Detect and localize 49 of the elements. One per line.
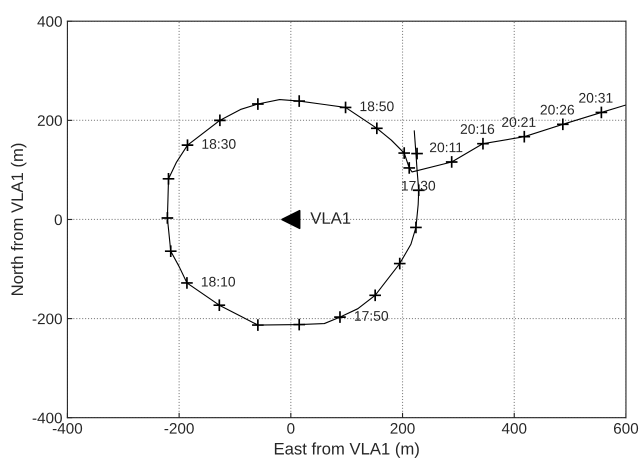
annotation: 18:10 [202,276,236,287]
annotation: 20:11 [430,142,462,152]
point [251,97,265,111]
x-tick-label: 200 [390,422,415,434]
point [251,318,265,332]
y-tick-label: -200 [32,313,62,324]
point [368,288,382,302]
point [445,155,458,169]
point [180,276,194,290]
annotation: 20:31 [579,92,613,103]
x-tick-label: 0 [287,422,294,434]
point [556,118,570,131]
annotation: 20:16 [460,124,494,134]
point [393,256,406,270]
point [213,114,227,128]
y-tick-label: 400 [37,16,62,27]
point [292,94,306,108]
point [518,130,531,144]
point [160,211,174,225]
point [164,244,178,258]
point [338,100,352,114]
point [410,146,424,160]
annotation: 20:26 [540,104,574,115]
x-axis-title: East from VLA1 (m) [274,442,419,458]
annotation: 20:21 [502,117,536,128]
point [402,161,416,175]
y-tick-label: 0 [54,214,62,226]
point [370,122,384,135]
x-tick-label: -400 [52,422,82,434]
point [476,137,490,150]
y-axis-title: North from VLA1 (m) [10,144,26,295]
x-tick-label: -200 [164,422,194,434]
point [594,106,608,120]
point [212,298,226,312]
annotation: 17:50 [354,311,388,321]
point [180,138,194,152]
point [398,146,411,160]
point [333,310,347,324]
point [292,318,306,332]
y-tick-label: -400 [32,412,62,424]
point [162,172,176,186]
annotation: VLA1 [310,212,350,224]
point [281,210,300,230]
point [409,220,423,234]
x-tick-label: 400 [502,422,526,434]
y-tick-label: 200 [38,115,62,126]
annotation: 18:50 [360,101,394,112]
x-tick-label: 600 [614,422,638,434]
annotation: 18:30 [202,139,236,149]
